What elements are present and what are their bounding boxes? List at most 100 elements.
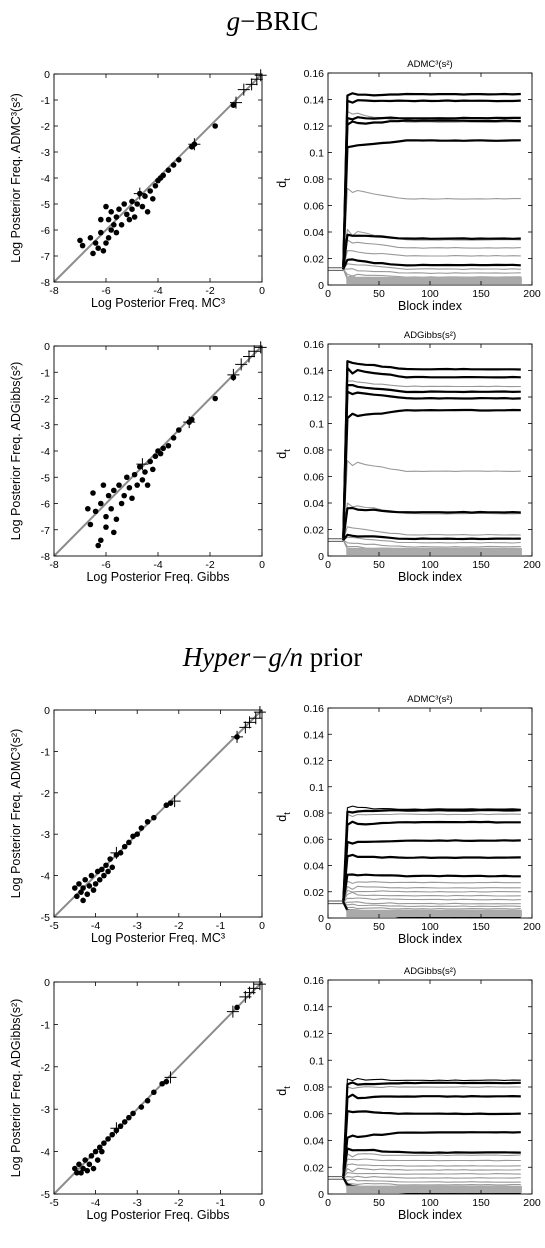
y-tick-label: -7 [41,525,50,537]
x-tick-label: 0 [259,559,265,571]
data-point [212,395,218,402]
trace-line [342,813,521,903]
y-tick-label: -1 [41,1019,50,1031]
data-point [98,500,104,507]
x-tick-label: -8 [49,559,58,571]
data-point [87,235,94,241]
data-point [139,477,146,483]
y-tick-label: -5 [41,472,50,484]
x-axis-label: Block index [398,570,463,584]
y-tick-label: 0.08 [304,174,325,186]
data-point [212,123,218,129]
data-point [147,458,153,465]
y-tick-label: -1 [41,746,50,758]
data-point [163,1078,170,1085]
x-tick-label: -2 [205,559,214,571]
x-tick-label: 150 [472,1197,490,1209]
data-point [103,862,109,869]
data-point [134,831,140,837]
y-tick-label: -2 [41,121,50,133]
data-point [72,885,78,891]
trace-line [342,805,521,903]
y-tick-label: -6 [41,499,50,511]
plus-marker [110,1122,123,1135]
plus-marker [230,96,242,109]
x-tick-label: 100 [421,1197,439,1209]
chart-title: ADGibbs(s²) [404,330,456,341]
scatter-admc3-vs-mc3-gbric: -8 -6 -4 -2 0 -8 -7 -6 -5 -4 -3 -2 -1 0 Log Posterior … [9,69,267,310]
trace-line [342,533,521,541]
y-tick-label: 0.02 [304,254,325,266]
trace-line [343,1175,521,1179]
x-tick-label: 100 [421,559,439,571]
x-tick-label: -5 [49,920,58,932]
data-point [144,1097,151,1104]
data-point [113,516,120,523]
trace-line [342,139,521,270]
trace-line [342,880,521,903]
trace-line [342,1077,521,1178]
plus-marker [243,716,256,729]
plus-marker [110,846,123,859]
y-tick-label: 0.08 [304,445,325,457]
plot-frame [327,343,533,557]
data-point [78,889,84,895]
y-tick-label: -3 [41,147,50,159]
plus-marker [243,350,255,363]
y-tick-label: 0.04 [304,861,325,873]
y-axis-label: dt [275,812,292,822]
y-tick-label: 0.14 [304,1002,325,1014]
data-point [118,500,125,507]
trace-line [342,809,521,903]
data-point [144,818,151,825]
data-point [101,872,107,879]
plus-marker [136,458,149,471]
x-tick-label: 150 [472,559,490,571]
data-point [147,188,153,194]
data-point [77,237,83,244]
trace-line [343,901,521,908]
x-tick-label: -3 [133,1197,142,1209]
x-axis-label: Log Posterior Freq. MC³ [91,931,225,945]
trace-line [342,536,521,544]
x-tick-label: -3 [133,920,142,932]
y-tick-label: 0.02 [304,1162,325,1174]
data-point [109,864,116,871]
y-tick-label: 0 [44,705,50,717]
data-point [103,240,109,246]
y-tick-label: 0 [44,977,50,989]
x-tick-label: -2 [174,920,183,932]
x-axis-label: Log Posterior Freq. Gibbs [86,1208,229,1222]
y-tick-label: 0.06 [304,201,325,213]
data-point [144,209,151,215]
x-tick-label: 200 [523,921,541,933]
y-tick-label: -7 [41,251,50,263]
y-tick-label: 0.12 [304,756,325,768]
trace-line [342,889,521,903]
data-point [134,482,140,488]
plus-marker [254,341,267,354]
data-point [94,868,101,875]
data-point [88,872,95,879]
trace-line [342,1093,521,1178]
data-point [105,1136,111,1142]
plus-marker [164,1071,177,1084]
x-tick-label: 50 [373,921,385,933]
data-point [80,897,86,904]
y-tick-label: 0.12 [304,392,325,404]
trace-line [342,263,521,270]
trace-line [342,873,521,903]
trace-line [342,187,521,270]
y-tick-label: -2 [41,394,50,406]
trace-line [343,268,521,274]
y-tick-label: 0 [318,913,324,925]
data-point [159,1080,165,1087]
trace-line [342,92,521,270]
x-tick-label: -4 [153,285,162,297]
identity-line [53,981,263,1195]
trace-line [342,839,521,903]
data-point [90,490,96,496]
trace-adgibbs-hyperg: 0 50 100 150 200 0 0.02 0.04 0.06 0.08 0.1 0.12 0.14… [275,966,541,1222]
x-axis-label: Block index [398,932,463,946]
data-point [129,495,135,502]
